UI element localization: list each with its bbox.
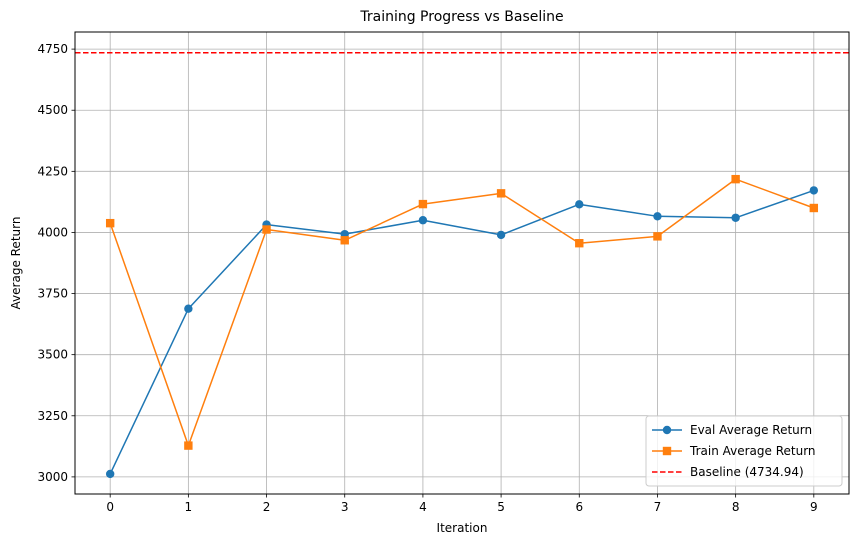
y-tick-label: 4000 — [37, 225, 68, 239]
legend-baseline-label: Baseline (4734.94) — [690, 465, 804, 479]
series-0-line — [109, 189, 815, 475]
series-1-point — [105, 218, 115, 228]
plot-frame — [74, 31, 850, 495]
legend-eval-label: Eval Average Return — [690, 423, 812, 437]
x-tick-label: 2 — [263, 500, 271, 514]
x-axis-label: Iteration — [437, 521, 488, 535]
y-tick-label: 3500 — [37, 348, 68, 362]
x-tick-label: 8 — [732, 500, 740, 514]
y-tick-label: 3000 — [37, 470, 68, 484]
y-tick-label: 4750 — [37, 42, 68, 56]
series-1-point — [731, 174, 740, 184]
y-tick-label: 3750 — [37, 287, 68, 301]
series-1-line — [109, 178, 815, 447]
x-tick-label: 6 — [575, 500, 583, 514]
series-1-point — [809, 203, 819, 213]
series-0-point — [418, 216, 428, 225]
series-1-point — [340, 236, 349, 245]
series-0-point — [184, 304, 193, 313]
series-layer — [105, 174, 819, 479]
series-0-point — [653, 212, 662, 221]
x-tick-label: 3 — [341, 500, 349, 514]
ticks-layer: 0 1 2 3 4 5 6 7 8 9 3000 3250 3500 3750 4000 4250 4500 47… — [37, 42, 817, 514]
y-tick-label: 4500 — [37, 103, 68, 117]
x-tick-label: 1 — [185, 500, 193, 514]
y-tick-label: 4250 — [37, 164, 68, 178]
x-tick-label: 9 — [810, 500, 818, 514]
x-tick-label: 7 — [654, 500, 662, 514]
legend-train-label: Train Average Return — [689, 444, 816, 458]
series-1-point — [653, 232, 662, 241]
legend-train-marker — [662, 446, 672, 456]
legend-box — [645, 415, 843, 487]
legend: Eval Average Return Train Average Return… — [645, 415, 843, 487]
series-1-point — [184, 441, 193, 450]
y-axis-label: Average Return — [9, 217, 23, 310]
series-1-point — [418, 199, 428, 209]
series-1-point — [496, 189, 506, 198]
y-tick-label: 3250 — [37, 409, 68, 423]
series-1-point — [575, 239, 584, 248]
x-tick-label: 4 — [419, 500, 427, 514]
series-0-point — [809, 186, 819, 195]
series-0-point — [496, 230, 506, 240]
series-1-point — [262, 225, 271, 234]
x-tick-label: 0 — [106, 500, 114, 514]
x-tick-label: 5 — [497, 500, 505, 514]
legend-eval-marker — [662, 425, 672, 435]
series-0-point — [731, 213, 740, 222]
series-0-point — [575, 200, 584, 209]
chart-title: Training Progress vs Baseline — [359, 9, 563, 25]
series-0-point — [105, 469, 115, 479]
